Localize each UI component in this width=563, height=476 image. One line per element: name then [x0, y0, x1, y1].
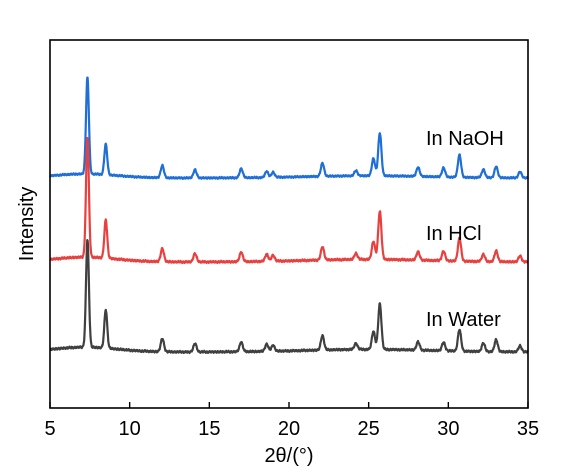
x-tick-label: 25	[358, 418, 380, 440]
x-tick-label: 10	[119, 418, 141, 440]
series-layer	[49, 76, 530, 355]
x-tick-label: 20	[278, 418, 300, 440]
series-label-water: In Water	[426, 309, 501, 331]
x-axis-label: 2θ/(°)	[264, 445, 313, 467]
series-naoh-line	[49, 76, 530, 180]
y-axis-label: Intensity	[16, 187, 38, 261]
x-tick-label: 15	[198, 418, 220, 440]
x-axis-ticks: 5 10 15 20 25 30 35	[44, 402, 539, 440]
x-tick-label: 35	[517, 418, 539, 440]
series-label-hcl: In HCl	[426, 223, 482, 245]
x-tick-label: 5	[44, 418, 55, 440]
series-label-naoh: In NaOH	[426, 128, 504, 150]
series-hcl-line	[49, 136, 529, 265]
x-tick-label: 30	[437, 418, 459, 440]
series-water-line	[49, 239, 529, 355]
